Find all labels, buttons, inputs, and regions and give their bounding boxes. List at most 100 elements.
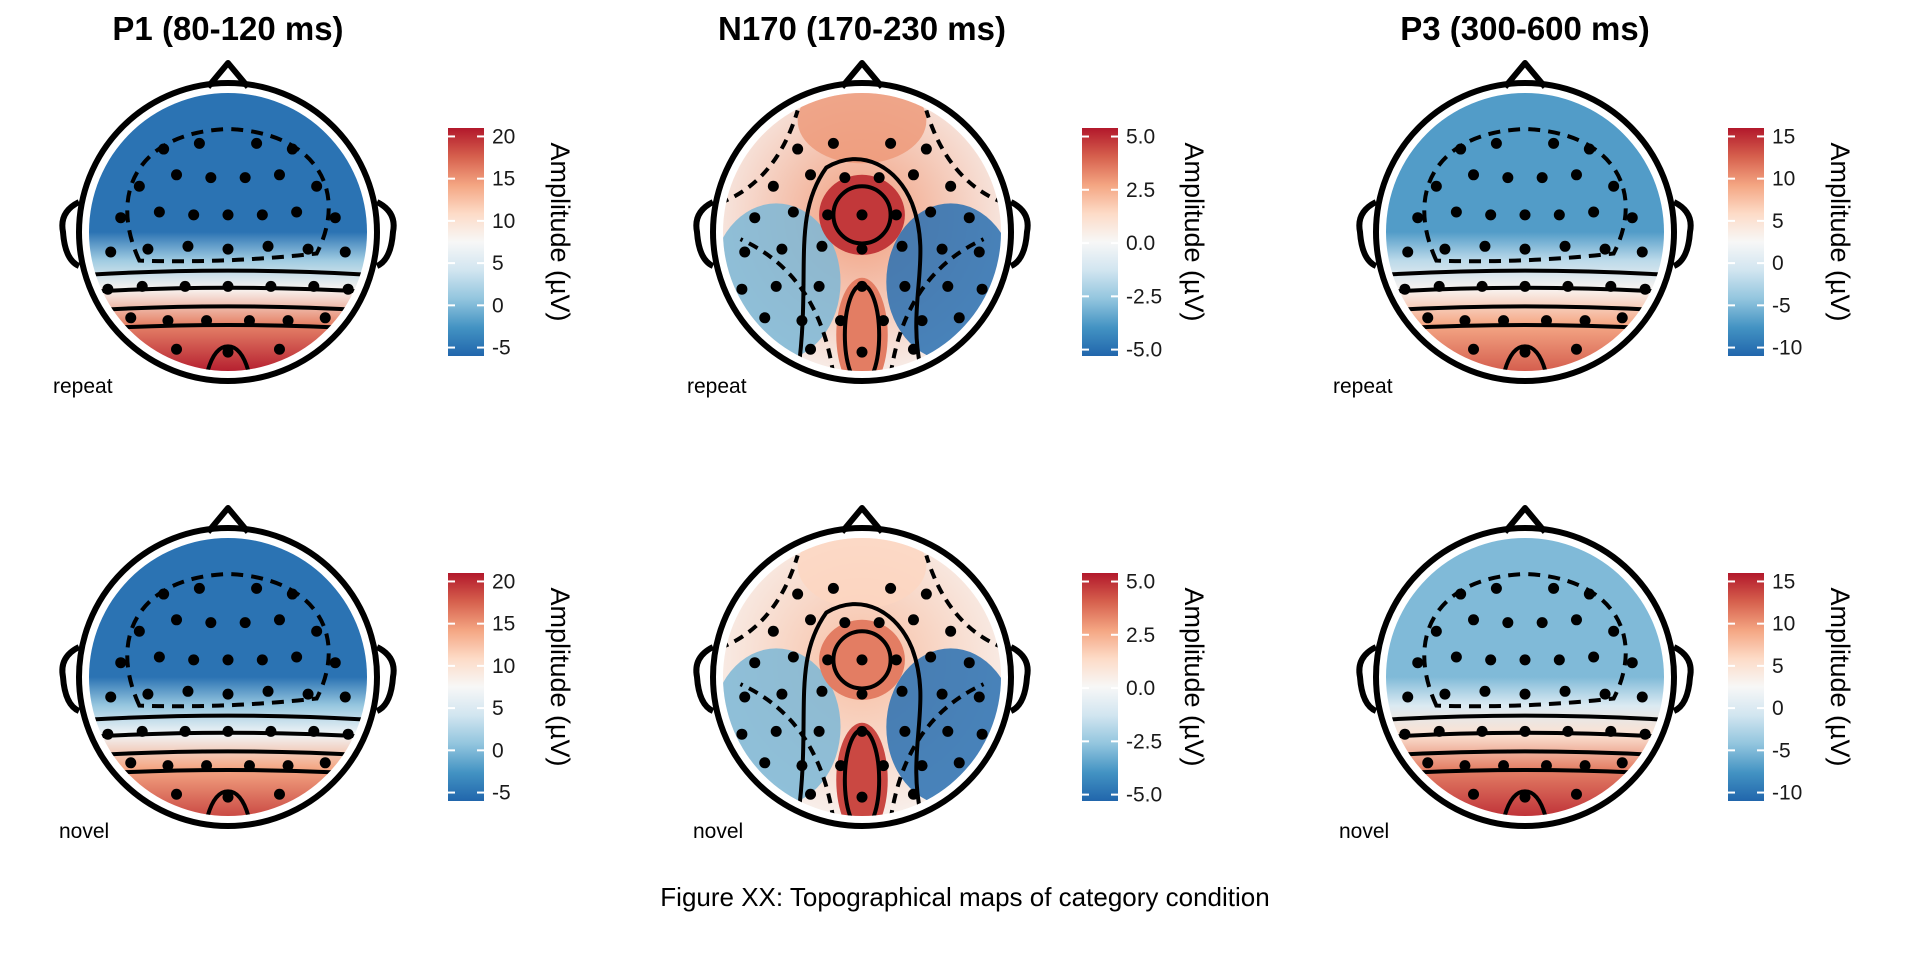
electrode-marker [873,617,885,629]
electrode-marker [201,760,213,772]
electrode-marker [856,688,868,700]
head-outline [76,525,380,829]
electrode-marker [265,725,277,737]
electrode-marker [907,614,919,626]
electrode-marker [1599,243,1611,255]
electrode-marker [162,315,174,327]
contour-line [89,304,367,313]
nose-outline [1502,60,1548,89]
condition-label-p1-repeat: repeat [53,375,113,398]
electrode-marker [171,788,183,800]
electrode-marker [162,760,174,772]
electrode-marker [916,315,928,327]
electrode-marker [1548,582,1560,594]
electrode-marker [256,654,268,666]
electrode-marker [1605,725,1617,737]
contour-line [1386,304,1664,313]
electrode-marker [1519,243,1531,255]
electrode-marker [796,315,808,327]
electrode-marker [770,725,782,737]
colorbar-tick-label: -5 [492,337,511,360]
contour-line [924,109,1001,206]
electrode-marker [222,725,234,737]
contour-line [204,789,252,816]
electrode-marker [329,212,341,224]
electrode-marker [339,246,351,258]
electrode-marker [890,209,902,221]
right-ear-outline [1672,644,1694,714]
electrode-marker [265,280,277,292]
topomap-repeat-2 [1356,60,1694,384]
electrode-marker [890,654,902,666]
electrode-marker [105,246,117,258]
electrode-marker [899,725,911,737]
contour-line [739,237,836,371]
electrode-marker [273,169,285,181]
colorbar-title-p3-novel: Amplitude (µV) [1825,587,1855,766]
electrode-marker [1519,654,1531,666]
colorbar-tick-label: -5 [1772,294,1791,317]
colorbar-tick-label: 15 [492,168,515,191]
electrode-marker [239,617,251,629]
electrode-marker [251,137,263,149]
contour-line [795,157,925,371]
electrode-marker [1490,137,1502,149]
electrode-marker [1422,312,1434,324]
electrode-marker [302,243,314,255]
colorbar-tick-label: 0 [1772,252,1784,275]
colorbar-tick-label: -2.5 [1126,730,1162,753]
electrode-marker [759,757,771,769]
electrode-marker [1468,788,1480,800]
electrode-marker [1450,651,1462,663]
column-title-n170: N170 (170-230 ms) [718,10,1006,47]
electrode-marker [222,243,234,255]
electrode-marker [1468,169,1480,181]
electrode-marker [877,760,889,772]
electrode-marker [319,312,331,324]
contour-line [831,184,893,246]
electrode-marker [856,791,868,803]
left-ear-outline [693,644,715,714]
colorbar-tick-label: 2.5 [1126,179,1155,202]
electrode-marker [1519,209,1531,221]
condition-label-n170-repeat: repeat [687,375,747,398]
electrode-marker [796,760,808,772]
contour-line [723,109,800,206]
electrode-marker [896,240,908,252]
figure-caption: Figure XX: Topographical maps of categor… [660,882,1269,912]
electrode-marker [813,280,825,292]
colorbar-tick-label: 10 [1772,168,1795,191]
electrode-marker [311,180,323,192]
electrode-marker [1455,143,1467,155]
electrode-marker [1616,757,1628,769]
topomap-novel-0 [59,505,397,829]
electrode-marker [776,688,788,700]
electrode-marker [1430,625,1442,637]
electrode-marker [291,651,303,663]
electrode-marker [1412,657,1424,669]
electrode-marker [1402,691,1414,703]
electrode-marker [907,788,919,800]
electrode-marker [1639,283,1651,295]
colorbar-gradient [448,573,484,801]
contour-line [739,682,836,816]
electrode-marker [193,137,205,149]
electrode-marker [1616,312,1628,324]
electrode-marker [1485,209,1497,221]
colorbar-2-novel: -10 -5 0 5 10 15 [1728,570,1802,805]
contour-line [888,682,985,816]
colorbar-title-p3-repeat: Amplitude (µV) [1825,142,1855,321]
electrode-marker [188,654,200,666]
electrode-marker [1412,212,1424,224]
electrode-marker [953,312,965,324]
electrode-marker [102,728,114,740]
electrode-marker [1553,209,1565,221]
electrode-marker [273,788,285,800]
electrode-marker [282,315,294,327]
electrode-marker [805,614,817,626]
electrode-marker [942,725,954,737]
electrode-marker [767,625,779,637]
left-ear-outline [59,199,81,269]
electrode-marker [193,582,205,594]
